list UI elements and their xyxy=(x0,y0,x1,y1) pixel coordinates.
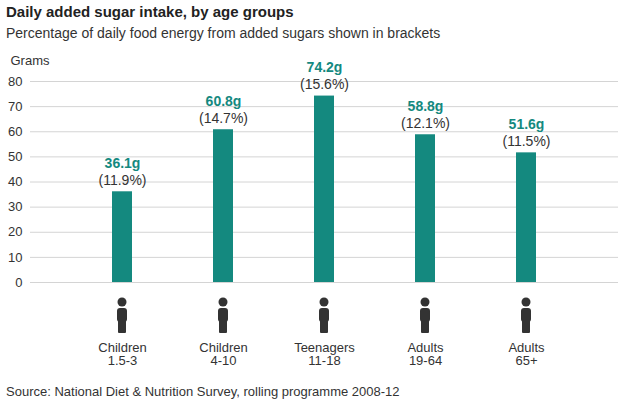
svg-text:(11.9%)11.9: (11.9%)11.9 xyxy=(99,172,147,188)
svg-text:50: 50 xyxy=(8,149,22,164)
svg-text:60.8g: 60.8g xyxy=(206,93,242,109)
svg-text:Children4-10: Children4-10 xyxy=(199,340,247,368)
svg-text:36.1g: 36.1g xyxy=(105,155,141,171)
svg-text:70: 70 xyxy=(8,99,22,114)
svg-text:60: 60 xyxy=(8,124,22,139)
svg-text:Adults19-64: Adults19-64 xyxy=(407,340,444,368)
svg-text:Adults65+: Adults65+ xyxy=(508,340,545,368)
svg-text:(14.7%)14.7: (14.7%)14.7 xyxy=(199,110,248,126)
html-text:Percentage of daily food energ: Percentage of daily food energy from add… xyxy=(6,25,441,41)
svg-text:Teenagers11-18: Teenagers11-18 xyxy=(294,340,355,368)
svg-text:58.8g: 58.8g xyxy=(408,98,444,114)
svg-text:80: 80 xyxy=(8,74,22,89)
svg-text:30: 30 xyxy=(8,199,22,214)
svg-text:Children1.5-3: Children1.5-3 xyxy=(98,340,146,368)
svg-text:(11.5%)11.5: (11.5%)11.5 xyxy=(503,133,551,149)
svg-text:20: 20 xyxy=(8,224,22,239)
svg-text:Grams: Grams xyxy=(11,53,51,68)
svg-text:51.6g: 51.6g xyxy=(509,116,545,132)
svg-text:(12.1%)12.1: (12.1%)12.1 xyxy=(401,115,450,131)
html-text:Source: National Diet & Nutrit: Source: National Diet & Nutrition Survey… xyxy=(6,384,400,399)
svg-text:10: 10 xyxy=(8,250,22,265)
svg-text:40: 40 xyxy=(8,174,22,189)
svg-text:74.2g: 74.2g xyxy=(307,59,343,75)
svg-text:0: 0 xyxy=(15,275,22,290)
html-text:Daily added sugar intake, by a: Daily added sugar intake, by age groups xyxy=(6,3,294,20)
svg-text:(15.6%)15.6: (15.6%)15.6 xyxy=(300,76,349,92)
